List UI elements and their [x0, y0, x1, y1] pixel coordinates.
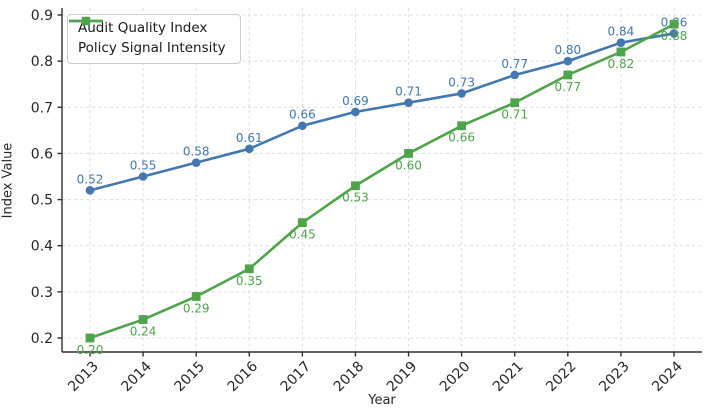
x-tick-label: 2019 [384, 359, 421, 396]
data-point-marker [563, 70, 573, 80]
x-tick-label: 2020 [437, 359, 474, 396]
data-point-marker [404, 149, 413, 158]
legend: Audit Quality Index Policy Signal Intens… [67, 14, 241, 64]
x-tick-label: 2022 [543, 359, 580, 396]
y-tick-label: 0.8 [31, 54, 53, 70]
data-point-marker [191, 292, 201, 301]
data-point-marker [616, 38, 626, 47]
data-point-marker [85, 186, 95, 195]
data-point-marker [616, 47, 626, 57]
y-tick-label: 0.7 [31, 100, 53, 116]
x-tick-label: 2015 [171, 359, 208, 396]
legend-label: Policy Signal Intensity [78, 40, 226, 56]
value-label: 0.66 [448, 131, 475, 145]
data-point-marker [404, 98, 413, 107]
value-label: 0.20 [77, 343, 104, 357]
data-point-marker [244, 144, 254, 154]
value-label: 0.24 [130, 325, 157, 339]
data-point-marker [138, 315, 148, 324]
value-label: 0.61 [236, 131, 263, 145]
legend-label: Audit Quality Index [78, 20, 208, 36]
value-label: 0.60 [395, 158, 422, 172]
data-point-marker [457, 121, 467, 131]
y-tick-label: 0.4 [31, 239, 53, 255]
value-label: 0.77 [501, 57, 528, 71]
value-label: 0.84 [608, 25, 635, 39]
data-point-marker [138, 172, 148, 181]
data-point-marker [298, 121, 307, 131]
y-tick-label: 0.6 [31, 146, 53, 162]
y-axis-title: Index Value [0, 142, 16, 219]
value-label: 0.80 [554, 43, 581, 57]
y-tick-label: 0.2 [31, 331, 53, 347]
legend-item-policy-signal-intensity: Policy Signal Intensity [69, 16, 226, 57]
value-label: 0.29 [183, 301, 210, 315]
value-label: 0.53 [342, 191, 369, 205]
data-point-marker [244, 264, 254, 274]
value-label: 0.58 [183, 145, 210, 159]
x-tick-label: 2013 [65, 359, 102, 396]
x-tick-label: 2021 [490, 359, 527, 396]
data-point-marker [351, 181, 360, 191]
x-tick-label: 2018 [331, 359, 368, 396]
y-tick-label: 0.9 [31, 8, 53, 24]
legend-line-square-marker-icon [69, 16, 103, 26]
value-label: 0.66 [289, 108, 316, 122]
value-label: 0.77 [554, 80, 581, 94]
x-tick-label: 2023 [596, 359, 633, 396]
data-point-marker [191, 158, 201, 167]
x-tick-label: 2024 [649, 358, 686, 395]
value-label: 0.71 [501, 108, 528, 122]
data-point-marker [351, 107, 360, 117]
value-label: 0.55 [130, 159, 157, 173]
series-line-0 [89, 32, 675, 192]
value-label: 0.45 [289, 228, 316, 242]
value-label: 0.69 [342, 94, 369, 108]
series-line-1 [89, 23, 675, 340]
value-label: 0.82 [608, 57, 635, 71]
data-point-marker [563, 56, 573, 66]
value-label: 0.73 [448, 75, 475, 89]
x-tick-label: 2017 [278, 359, 315, 396]
x-tick-label: 2016 [225, 358, 262, 395]
x-axis-title: Year [368, 393, 396, 408]
y-tick-label: 0.5 [31, 193, 53, 209]
data-point-marker [457, 89, 466, 98]
value-label: 0.71 [395, 85, 422, 99]
data-point-marker [669, 19, 679, 29]
y-tick-label: 0.3 [31, 285, 53, 301]
data-point-marker [85, 333, 95, 343]
data-point-marker [297, 218, 307, 228]
value-label: 0.88 [661, 29, 688, 43]
data-point-marker [510, 98, 520, 108]
x-tick-label: 2014 [118, 358, 155, 395]
value-label: 0.35 [236, 274, 263, 288]
value-label: 0.52 [77, 172, 104, 186]
data-point-marker [510, 70, 520, 80]
data-point-marker [669, 29, 679, 38]
